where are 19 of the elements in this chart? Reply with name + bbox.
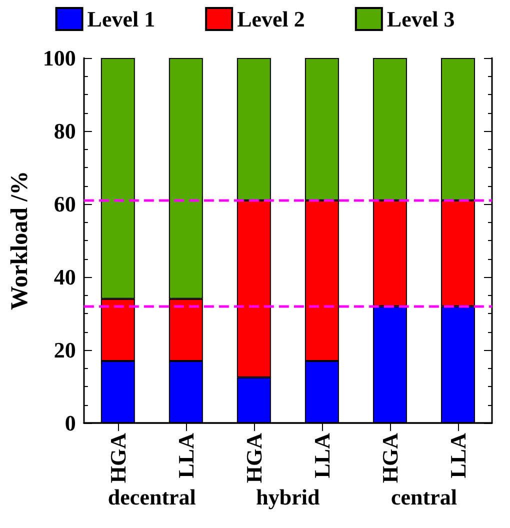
y-tick-label: 100 bbox=[42, 46, 76, 70]
y-tick-label: 20 bbox=[54, 338, 76, 362]
text: central bbox=[391, 484, 457, 510]
text: hybrid bbox=[256, 484, 320, 510]
x-tick-label: HGA bbox=[105, 432, 130, 484]
y-tick-label: 60 bbox=[54, 192, 76, 216]
legend-label: Level 1 bbox=[87, 6, 156, 32]
y-tick-label: 40 bbox=[54, 264, 76, 290]
y-axis-title: Workload /% bbox=[7, 170, 33, 310]
y-tick-label: 0 bbox=[64, 410, 76, 436]
x-tick-label: LLA bbox=[173, 432, 198, 478]
text: decentral bbox=[108, 484, 196, 510]
legend-label: Level 2 bbox=[237, 6, 305, 32]
y-tick-label: 80 bbox=[54, 118, 76, 144]
legend-label: Level 3 bbox=[386, 6, 455, 32]
x-tick-label: LLA bbox=[445, 432, 470, 478]
x-tick-label: HGA bbox=[241, 432, 266, 484]
x-tick-label: LLA bbox=[309, 432, 334, 478]
x-tick-label: HGA bbox=[377, 432, 402, 484]
